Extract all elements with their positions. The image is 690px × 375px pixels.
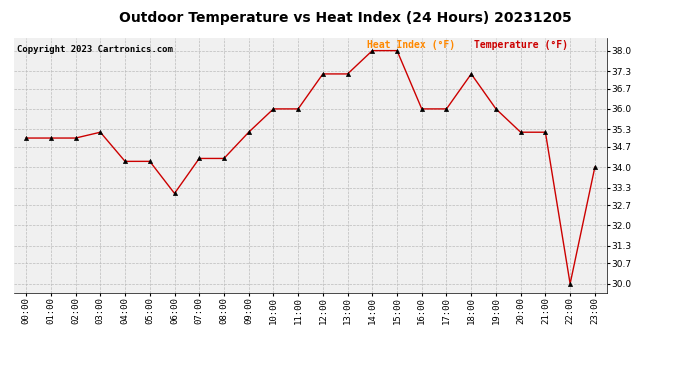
Text: Copyright 2023 Cartronics.com: Copyright 2023 Cartronics.com	[17, 45, 172, 54]
Text: Temperature (°F): Temperature (°F)	[474, 40, 568, 50]
Text: Heat Index (°F): Heat Index (°F)	[367, 40, 455, 50]
Text: Outdoor Temperature vs Heat Index (24 Hours) 20231205: Outdoor Temperature vs Heat Index (24 Ho…	[119, 11, 571, 25]
